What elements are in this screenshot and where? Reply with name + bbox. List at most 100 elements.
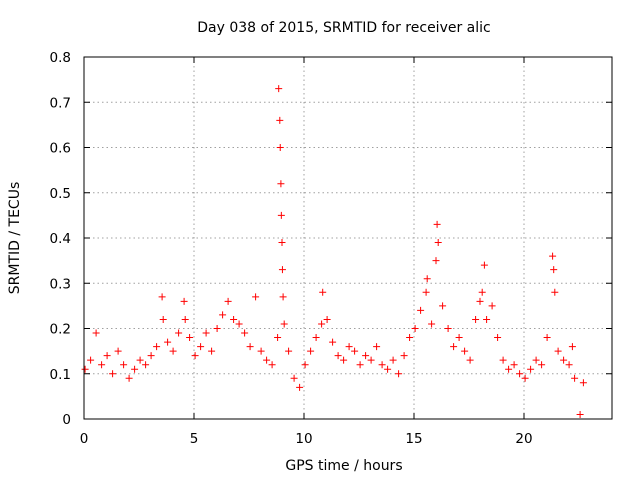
data-point xyxy=(411,325,419,332)
data-point xyxy=(197,343,205,351)
data-point xyxy=(279,293,287,301)
data-point xyxy=(356,361,364,369)
data-point xyxy=(505,365,513,373)
data-point xyxy=(422,288,430,296)
data-point xyxy=(551,288,559,296)
data-point xyxy=(159,315,167,323)
y-tick-label: 0.4 xyxy=(50,231,71,247)
data-point xyxy=(571,374,579,382)
plot-frame xyxy=(83,56,613,420)
data-point xyxy=(241,329,249,337)
data-point xyxy=(103,352,111,360)
data-point xyxy=(285,347,293,355)
data-points xyxy=(81,85,587,418)
y-tick-label: 0.6 xyxy=(50,141,71,157)
data-point xyxy=(565,361,573,369)
axis-ticks xyxy=(83,56,612,420)
data-point xyxy=(114,347,122,355)
data-point xyxy=(461,347,469,355)
data-point xyxy=(191,352,199,360)
data-point xyxy=(208,347,216,355)
data-point xyxy=(219,311,227,319)
data-point xyxy=(246,343,254,351)
data-point xyxy=(98,361,106,369)
data-point xyxy=(307,347,315,355)
data-point xyxy=(125,374,133,382)
data-point xyxy=(568,343,576,351)
y-tick-label: 0 xyxy=(62,412,71,428)
x-tick-label: 5 xyxy=(190,431,199,447)
data-point xyxy=(257,347,265,355)
data-point xyxy=(175,329,183,337)
data-point xyxy=(334,352,342,360)
data-point xyxy=(275,85,283,93)
data-point xyxy=(367,356,375,364)
data-point xyxy=(532,356,540,364)
data-point xyxy=(378,361,386,369)
data-point xyxy=(521,374,529,382)
data-point xyxy=(290,374,298,382)
data-point xyxy=(351,347,359,355)
data-point xyxy=(417,306,425,314)
data-point xyxy=(278,266,286,274)
y-tick-label: 0.5 xyxy=(50,186,71,202)
x-tick-label: 15 xyxy=(405,431,422,447)
tick-labels: 0 0.1 0.2 0.3 0.4 0.5 0.6 0.7 0.8 0 5 10 15 20 xyxy=(50,50,533,447)
data-point xyxy=(549,252,557,260)
data-point xyxy=(319,288,327,296)
data-point xyxy=(147,352,155,360)
data-point xyxy=(169,347,177,355)
x-tick-label: 10 xyxy=(295,431,312,447)
data-point xyxy=(323,315,331,323)
data-point xyxy=(268,361,276,369)
grid xyxy=(84,57,612,419)
data-point xyxy=(329,338,337,346)
data-point xyxy=(494,334,502,342)
chart-title: Day 038 of 2015, SRMTID for receiver ali… xyxy=(197,20,490,36)
y-tick-label: 0.8 xyxy=(50,50,71,66)
data-point xyxy=(483,315,491,323)
data-point xyxy=(92,329,100,337)
data-point xyxy=(296,383,304,391)
data-point xyxy=(480,261,488,269)
data-point xyxy=(439,302,447,310)
data-point xyxy=(142,361,150,369)
data-point xyxy=(224,297,232,305)
data-point xyxy=(181,315,189,323)
data-point xyxy=(554,347,562,355)
data-point xyxy=(423,275,431,283)
data-point xyxy=(428,320,436,328)
x-tick-label: 0 xyxy=(80,431,89,447)
x-axis-label: GPS time / hours xyxy=(285,458,402,474)
data-point xyxy=(362,352,370,360)
data-point xyxy=(450,343,458,351)
y-tick-label: 0.3 xyxy=(50,276,71,292)
data-point xyxy=(186,334,194,342)
y-tick-label: 0.2 xyxy=(50,322,71,338)
data-point xyxy=(277,180,285,188)
data-point xyxy=(136,356,144,364)
data-point xyxy=(312,334,320,342)
data-point xyxy=(432,257,440,265)
data-point xyxy=(280,320,288,328)
data-point xyxy=(543,334,551,342)
data-point xyxy=(516,370,524,378)
data-point xyxy=(434,239,442,247)
data-point xyxy=(81,365,89,373)
data-point xyxy=(478,288,486,296)
data-point xyxy=(252,293,260,301)
data-point xyxy=(527,365,535,373)
data-point xyxy=(538,361,546,369)
y-axis-label: SRMTID / TECUs xyxy=(7,182,23,295)
data-point xyxy=(164,338,172,346)
data-point xyxy=(499,356,507,364)
x-tick-label: 20 xyxy=(515,431,532,447)
data-point xyxy=(274,334,282,342)
data-point xyxy=(213,325,221,332)
data-point xyxy=(301,361,309,369)
data-point xyxy=(158,293,166,301)
data-point xyxy=(109,370,117,378)
data-point xyxy=(230,315,238,323)
data-point xyxy=(278,239,286,247)
data-point xyxy=(576,410,584,418)
